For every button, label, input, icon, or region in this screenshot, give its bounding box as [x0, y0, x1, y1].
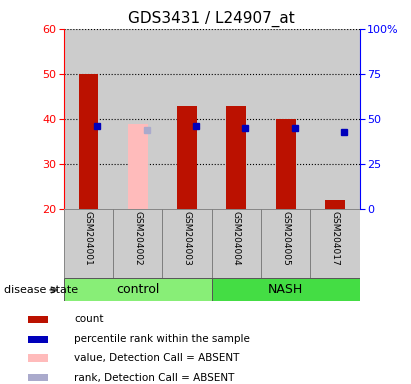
Text: rank, Detection Call = ABSENT: rank, Detection Call = ABSENT — [74, 373, 235, 383]
Text: GSM204003: GSM204003 — [182, 211, 192, 266]
Bar — [64, 209, 113, 278]
Bar — [212, 278, 360, 301]
Bar — [310, 209, 360, 278]
Bar — [28, 374, 48, 381]
Bar — [212, 29, 261, 209]
Title: GDS3431 / L24907_at: GDS3431 / L24907_at — [128, 11, 295, 27]
Bar — [113, 209, 162, 278]
Bar — [28, 316, 48, 323]
Bar — [79, 74, 98, 209]
Bar — [212, 209, 261, 278]
Text: count: count — [74, 314, 104, 324]
Text: percentile rank within the sample: percentile rank within the sample — [74, 334, 250, 344]
Text: value, Detection Call = ABSENT: value, Detection Call = ABSENT — [74, 353, 240, 363]
Bar — [261, 209, 310, 278]
Bar — [64, 278, 212, 301]
Bar — [28, 354, 48, 362]
Bar — [162, 209, 212, 278]
Bar — [64, 29, 113, 209]
Text: control: control — [116, 283, 159, 296]
Text: disease state: disease state — [4, 285, 78, 295]
Bar — [28, 336, 48, 343]
Bar — [310, 29, 360, 209]
Bar — [276, 119, 296, 209]
Bar — [113, 29, 162, 209]
Text: GSM204004: GSM204004 — [232, 211, 241, 266]
Text: GSM204005: GSM204005 — [281, 211, 290, 266]
Bar — [325, 200, 345, 209]
Bar — [226, 106, 246, 209]
Bar — [261, 29, 310, 209]
Bar — [128, 124, 148, 209]
Text: NASH: NASH — [268, 283, 303, 296]
Text: GSM204002: GSM204002 — [133, 211, 142, 266]
Text: GSM204001: GSM204001 — [84, 211, 93, 266]
Text: GSM204017: GSM204017 — [330, 211, 339, 266]
Bar — [177, 106, 197, 209]
Bar — [162, 29, 212, 209]
